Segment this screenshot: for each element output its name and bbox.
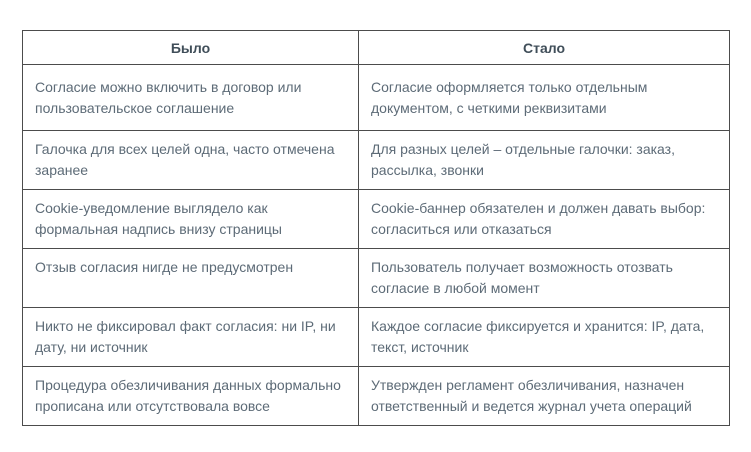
table-row: Процедура обезличивания данных формально… <box>22 366 730 426</box>
table-row: Галочка для всех целей одна, часто отмеч… <box>22 130 730 190</box>
table-cell-became: Согласие оформляется только отдельным до… <box>358 64 730 131</box>
table-cell-was: Cookie-уведомление выглядело как формаль… <box>22 189 359 249</box>
table-cell-became: Cookie-баннер обязателен и должен давать… <box>358 189 730 249</box>
table-cell-became: Для разных целей – отдельные галочки: за… <box>358 130 730 190</box>
table-row: Отзыв согласия нигде не предусмотрен Пол… <box>22 248 730 308</box>
table-cell-was: Согласие можно включить в договор или по… <box>22 64 359 131</box>
table-header-row: Было Стало <box>22 30 730 65</box>
column-header-became: Стало <box>358 30 730 65</box>
table-cell-was: Никто не фиксировал факт согласия: ни IP… <box>22 307 359 367</box>
table-cell-was: Галочка для всех целей одна, часто отмеч… <box>22 130 359 190</box>
table-row: Cookie-уведомление выглядело как формаль… <box>22 189 730 249</box>
table-cell-became: Пользователь получает возможность отозва… <box>358 248 730 308</box>
comparison-table: Было Стало Согласие можно включить в дог… <box>22 30 730 426</box>
table-row: Никто не фиксировал факт согласия: ни IP… <box>22 307 730 367</box>
table-cell-was: Процедура обезличивания данных формально… <box>22 366 359 426</box>
table-cell-became: Каждое согласие фиксируется и хранится: … <box>358 307 730 367</box>
table-cell-became: Утвержден регламент обезличивания, назна… <box>358 366 730 426</box>
table-row: Согласие можно включить в договор или по… <box>22 64 730 131</box>
column-header-was: Было <box>22 30 359 65</box>
table-cell-was: Отзыв согласия нигде не предусмотрен <box>22 248 359 308</box>
